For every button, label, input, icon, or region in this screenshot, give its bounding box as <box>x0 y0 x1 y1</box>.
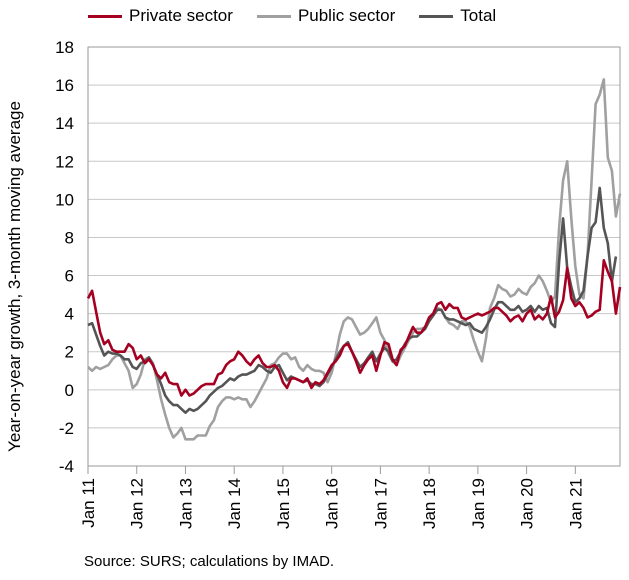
x-tick-label: Jan 21 <box>566 478 585 529</box>
y-tick-label: 12 <box>55 152 74 171</box>
y-tick-label: -2 <box>59 419 74 438</box>
x-tick-label: Jan 13 <box>176 478 195 529</box>
x-tick-label: Jan 18 <box>420 478 439 529</box>
y-tick-label: 8 <box>65 228 74 247</box>
y-tick-label: 16 <box>55 76 74 95</box>
series-line-private-sector <box>86 258 622 397</box>
legend-label-public: Public sector <box>297 6 396 25</box>
x-tick-label: Jan 11 <box>79 478 98 528</box>
x-tick-label: Jan 19 <box>469 478 488 529</box>
series-line-public-sector <box>87 78 622 441</box>
x-axis-ticks: Jan 11 Jan 12 Jan 13 Jan 14 Jan 15 Jan 16 Jan … <box>79 466 585 529</box>
x-tick-label: Jan 20 <box>518 478 537 529</box>
legend-swatch-private <box>88 14 122 18</box>
x-tick-label: Jan 16 <box>323 478 342 529</box>
legend: Private sector Public sector Total <box>88 6 520 26</box>
y-axis-ticks: -4 -2 0 2 4 6 8 10 12 14 16 18 Year-on-year growth, … <box>5 38 74 476</box>
legend-item-total: Total <box>419 6 496 26</box>
x-tick-label: Jan 17 <box>371 478 390 529</box>
legend-swatch-public <box>256 14 291 18</box>
x-tick-label: Jan 14 <box>225 478 244 529</box>
y-tick-label: 2 <box>65 343 74 362</box>
y-tick-label: 6 <box>65 267 74 286</box>
y-tick-label: 10 <box>55 190 74 209</box>
plot-frame <box>87 46 621 467</box>
source-note: Source: SURS; calculations by IMAD. <box>84 553 335 570</box>
x-tick-label: Jan 15 <box>274 478 293 529</box>
y-tick-label: 18 <box>55 38 74 57</box>
y-tick-label: 0 <box>65 381 74 400</box>
y-tick-label: 4 <box>65 305 74 324</box>
series-lines <box>86 78 622 441</box>
legend-label-total: Total <box>460 6 497 25</box>
legend-item-public: Public sector <box>256 6 396 26</box>
y-tick-label: 14 <box>55 114 74 133</box>
legend-item-private: Private sector <box>88 6 233 26</box>
legend-swatch-total <box>419 14 454 18</box>
plot-border <box>87 46 621 467</box>
gridlines <box>88 84 620 429</box>
legend-label-private: Private sector <box>129 6 233 25</box>
y-tick-label: -4 <box>59 457 74 476</box>
y-axis-title: Year-on-year growth, 3-month moving aver… <box>5 101 24 452</box>
x-tick-label: Jan 12 <box>128 478 147 529</box>
